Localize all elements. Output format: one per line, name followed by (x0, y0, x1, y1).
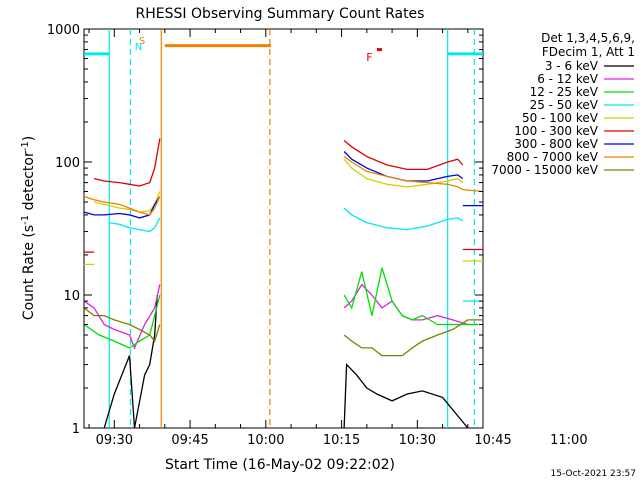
series-3-6-kev (103, 294, 469, 429)
legend-entry-label: 100 - 300 keV (514, 124, 598, 138)
timestamp: 15-Oct-2021 23:57 (551, 469, 636, 479)
series-line (109, 217, 161, 233)
series-line (343, 362, 469, 429)
y-axis-label-sup1: -1 (20, 215, 31, 225)
saa-label: S (139, 36, 145, 47)
series-layer (83, 44, 484, 429)
legend-entry-label: 800 - 7000 keV (507, 150, 599, 164)
legend: Det 1,3,4,5,6,9, FDecim 1, Att 1 3 - 6 k… (491, 31, 635, 177)
plot-frame (83, 28, 484, 429)
x-tick-label: 09:30 (96, 433, 133, 448)
x-axis-label: Start Time (16-May-02 09:22:02) (165, 457, 395, 473)
y-axis-label-main: Count Rate (s (21, 225, 37, 320)
series-line (343, 207, 464, 231)
legend-header-2: FDecim 1, Att 1 (542, 45, 635, 59)
chart-title: RHESSI Observing Summary Count Rates (136, 6, 425, 22)
x-tick-label: 10:45 (474, 433, 511, 448)
series-800-7000-kev (83, 44, 484, 216)
legend-entry-label: 50 - 100 keV (522, 111, 599, 125)
y-tick-label: 100 (55, 156, 80, 171)
legend-entry-label: 7000 - 15000 keV (491, 163, 598, 177)
series-line (343, 155, 484, 193)
legend-entry-label: 3 - 6 keV (545, 59, 599, 73)
legend-entry-label: 6 - 12 keV (537, 72, 599, 86)
series-line (83, 284, 161, 350)
legend-entry-label: 12 - 25 keV (530, 85, 599, 99)
annotations: SN F (108, 29, 476, 428)
x-tick-label: 10:15 (323, 433, 360, 448)
legend-entry-label: 25 - 50 keV (530, 98, 599, 112)
series-7000-15000-kev (83, 307, 483, 357)
series-line (343, 151, 464, 182)
y-axis-label-mid: detector (21, 151, 37, 215)
series-line (343, 267, 478, 326)
series-line (343, 158, 464, 188)
legend-header-1: Det 1,3,4,5,6,9, (541, 31, 635, 45)
series-line (83, 196, 161, 219)
series-12-25-kev (83, 267, 478, 349)
night-label: N (135, 42, 142, 53)
y-axis-label-end: ) (21, 136, 37, 141)
y-axis-label-sup2: -1 (20, 141, 31, 151)
series-line (343, 139, 464, 171)
series-line (343, 283, 478, 326)
series-line (83, 307, 161, 343)
x-tick-label: 09:45 (171, 433, 208, 448)
series-25-50-kev (84, 52, 483, 302)
series-50-100-kev (84, 158, 483, 266)
plot-area (83, 28, 484, 429)
axes: 09:30 09:45 10:00 10:15 10:30 10:45 11:00 1 10 10… (47, 23, 588, 448)
y-tick-label: 1000 (47, 23, 80, 38)
series-line (93, 138, 161, 187)
series-line (83, 294, 161, 349)
legend-entry-label: 300 - 800 keV (514, 137, 598, 151)
series-100-300-kev (84, 48, 483, 253)
x-tick-label: 10:00 (247, 433, 284, 448)
flare-label: F (366, 51, 372, 64)
x-tick-label: 11:00 (550, 433, 587, 448)
y-tick-label: 10 (63, 289, 80, 304)
y-axis-label: Count Rate (s-1 detector-1) (20, 136, 37, 320)
series-line (343, 319, 483, 357)
x-tick-label: 10:30 (399, 433, 436, 448)
series-line (83, 195, 161, 216)
y-tick-label: 1 (72, 422, 80, 437)
